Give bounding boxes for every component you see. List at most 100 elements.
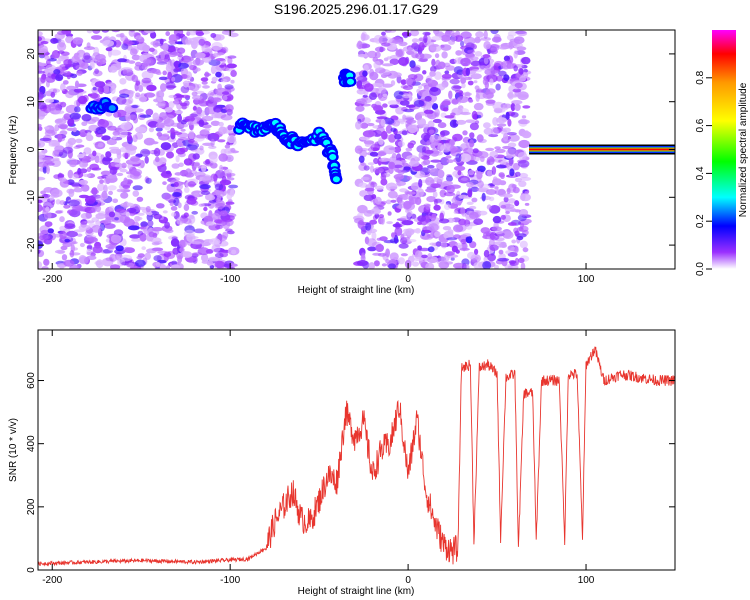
noise-speck	[44, 126, 50, 130]
noise-speck	[358, 105, 363, 112]
feature-core	[347, 78, 354, 85]
noise-speck	[140, 148, 151, 157]
noise-speck	[225, 169, 233, 174]
noise-speck	[137, 212, 145, 216]
noise-speck	[414, 250, 423, 260]
noise-speck	[197, 247, 210, 256]
noise-speck	[155, 261, 161, 268]
noise-speck	[164, 107, 173, 113]
noise-speck	[446, 159, 454, 164]
noise-speck	[209, 265, 215, 269]
noise-speck	[408, 160, 420, 167]
noise-speck	[399, 120, 405, 125]
noise-speck	[158, 76, 168, 81]
noise-speck	[429, 70, 436, 77]
y-tick-label: 0	[26, 567, 37, 573]
noise-speck	[54, 118, 67, 125]
noise-speck	[387, 190, 398, 199]
noise-speck	[135, 92, 141, 98]
noise-speck	[430, 183, 441, 189]
noise-speck	[510, 112, 519, 118]
noise-speck	[65, 91, 74, 99]
noise-speck	[122, 69, 128, 75]
noise-speck	[192, 59, 204, 66]
noise-speck	[72, 37, 84, 45]
noise-speck	[44, 129, 56, 137]
spectrogram-marks	[38, 30, 675, 269]
noise-speck	[446, 175, 453, 182]
noise-speck	[73, 88, 84, 93]
x-tick-label: -200	[42, 575, 62, 586]
noise-speck	[460, 111, 471, 116]
noise-speck	[397, 141, 405, 147]
noise-speck	[519, 75, 526, 82]
noise-speck	[508, 260, 517, 264]
noise-speck	[74, 80, 80, 89]
noise-speck	[469, 139, 475, 148]
noise-speck	[171, 264, 180, 269]
noise-speck	[417, 188, 425, 197]
noise-speck	[172, 191, 182, 198]
noise-speck	[204, 71, 210, 78]
noise-speck	[371, 231, 377, 241]
noise-speck	[42, 165, 48, 174]
noise-speck	[92, 87, 97, 91]
noise-speck	[129, 234, 141, 239]
noise-speck	[209, 154, 218, 164]
noise-speck	[201, 124, 212, 129]
noise-speck	[356, 114, 365, 123]
noise-speck	[38, 31, 43, 37]
noise-speck	[498, 243, 503, 248]
noise-speck	[460, 177, 468, 181]
noise-speck	[400, 216, 411, 221]
noise-speck	[421, 254, 428, 259]
noise-speck	[449, 139, 456, 147]
noise-speck	[180, 120, 187, 125]
noise-speck	[170, 206, 178, 211]
spectrogram-ylabel: Frequency (Hz)	[8, 116, 19, 185]
noise-speck	[518, 257, 525, 264]
feature-core	[108, 105, 116, 112]
noise-speck	[429, 135, 435, 143]
noise-speck	[205, 194, 216, 201]
noise-speck	[69, 209, 81, 218]
noise-speck	[66, 85, 77, 91]
noise-speck	[375, 244, 385, 252]
noise-speck	[180, 128, 186, 132]
noise-speck	[86, 30, 93, 34]
noise-speck	[425, 262, 435, 269]
noise-speck	[362, 94, 368, 98]
noise-speck	[57, 173, 65, 178]
noise-speck	[425, 75, 433, 84]
noise-speck	[143, 59, 152, 64]
noise-speck	[444, 203, 451, 210]
noise-speck	[195, 52, 206, 59]
noise-speck	[191, 210, 198, 215]
noise-speck	[59, 124, 68, 130]
noise-speck	[402, 114, 407, 121]
noise-speck	[171, 212, 176, 217]
noise-speck	[55, 199, 61, 205]
noise-speck	[428, 129, 435, 135]
noise-speck	[402, 93, 412, 99]
noise-speck	[385, 258, 390, 264]
noise-speck	[224, 84, 234, 90]
noise-speck	[427, 120, 435, 129]
noise-speck	[511, 100, 523, 105]
noise-speck	[123, 246, 130, 253]
noise-speck	[179, 247, 185, 253]
noise-speck	[495, 75, 503, 82]
noise-speck	[210, 92, 215, 96]
noise-speck	[109, 148, 121, 154]
noise-speck	[460, 40, 465, 47]
noise-speck	[486, 170, 493, 177]
noise-speck	[59, 177, 67, 183]
noise-speck	[38, 110, 46, 120]
noise-speck	[459, 153, 472, 163]
noise-speck	[206, 93, 211, 97]
noise-speck	[95, 220, 101, 226]
noise-speck	[227, 32, 239, 38]
noise-speck	[73, 187, 84, 193]
noise-speck	[94, 81, 106, 88]
